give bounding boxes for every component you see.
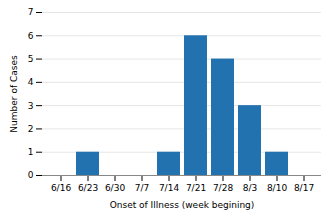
svg-text:7: 7 — [28, 7, 34, 17]
svg-text:5: 5 — [28, 54, 34, 64]
svg-text:7/21: 7/21 — [186, 183, 206, 193]
svg-text:7/7: 7/7 — [135, 183, 149, 193]
svg-text:8/10: 8/10 — [267, 183, 287, 193]
svg-text:Number of Cases: Number of Cases — [9, 55, 19, 133]
svg-text:6/16: 6/16 — [51, 183, 71, 193]
svg-text:6/23: 6/23 — [78, 183, 98, 193]
svg-text:8/3: 8/3 — [243, 183, 257, 193]
svg-text:0: 0 — [28, 170, 34, 180]
svg-text:2: 2 — [28, 124, 34, 134]
svg-text:8/17: 8/17 — [294, 183, 314, 193]
svg-text:4: 4 — [28, 77, 34, 87]
svg-text:6/30: 6/30 — [105, 183, 125, 193]
svg-text:Onset of Illness (week beginin: Onset of Illness (week begining) — [110, 200, 255, 210]
svg-text:3: 3 — [28, 101, 34, 111]
svg-text:7/28: 7/28 — [213, 183, 233, 193]
svg-text:6: 6 — [28, 31, 34, 41]
svg-text:1: 1 — [28, 147, 34, 157]
svg-text:7/14: 7/14 — [159, 183, 179, 193]
